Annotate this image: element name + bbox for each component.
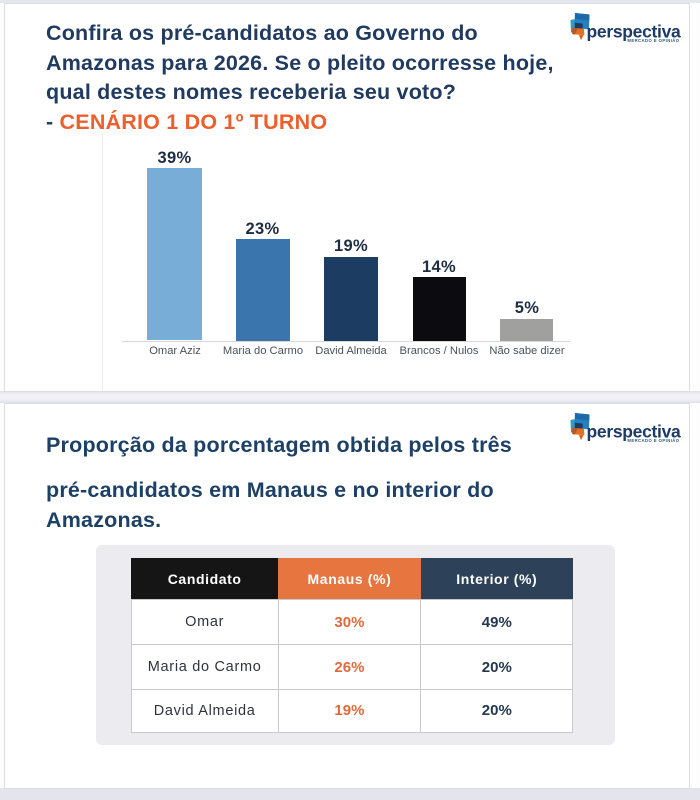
svg-text:perspectiva: perspectiva xyxy=(587,422,682,442)
svg-text:perspectiva: perspectiva xyxy=(587,22,682,42)
svg-text:MERCADO E OPINIÃO: MERCADO E OPINIÃO xyxy=(627,38,679,43)
svg-text:MERCADO E OPINIÃO: MERCADO E OPINIÃO xyxy=(627,438,679,443)
